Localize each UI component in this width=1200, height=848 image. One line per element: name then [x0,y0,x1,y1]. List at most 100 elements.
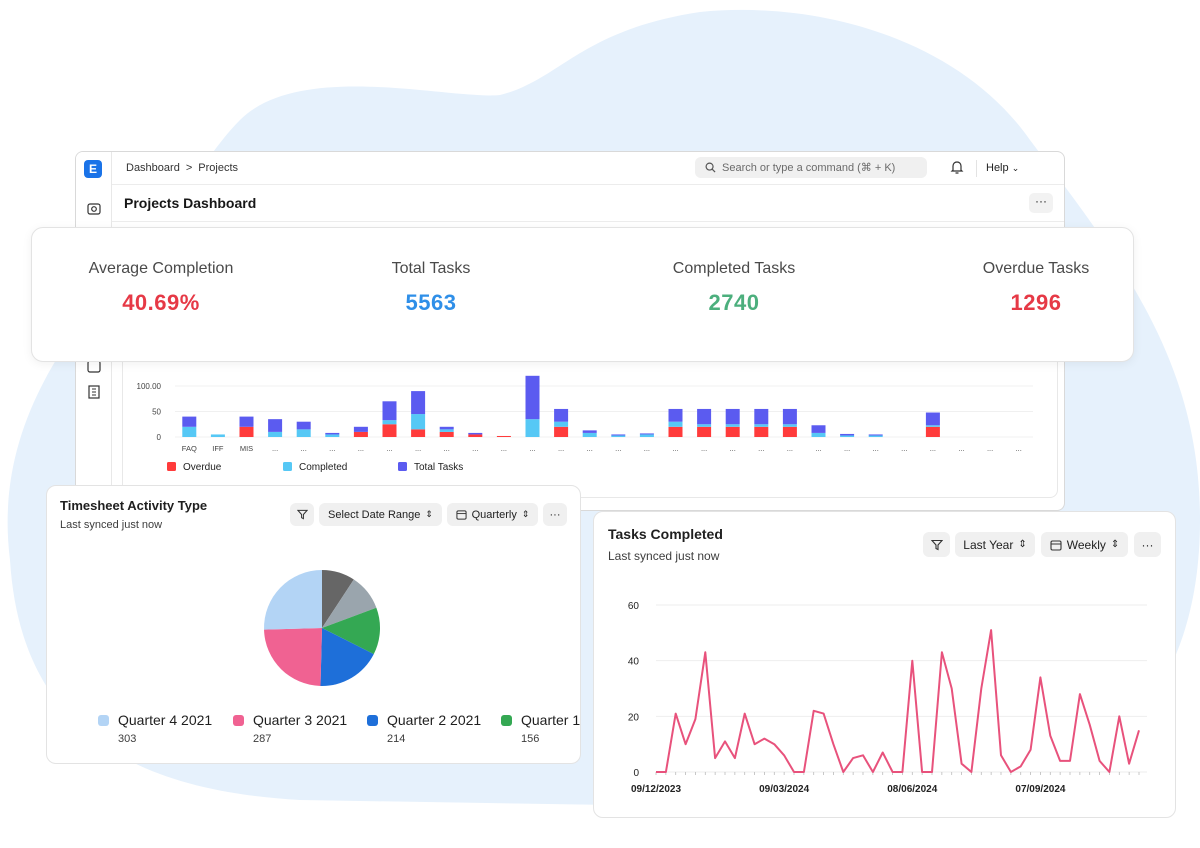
y-tick-label: 0 [157,433,162,442]
x-tick-label: ... [701,444,707,453]
sort-arrows-icon: ⇕ [425,509,433,519]
bar-segment-overdue [239,426,254,437]
page-more-button[interactable]: ··· [1029,193,1053,213]
x-tick-label: ... [615,444,621,453]
legend-swatch [398,462,407,471]
y-tick-label: 50 [152,408,161,417]
bar-segment-overdue [754,426,769,437]
timesheet-more-button[interactable]: ··· [543,503,567,526]
pie-slice [264,628,322,686]
x-tick-label: 07/09/2024 [1015,784,1065,795]
filter-button[interactable] [290,503,314,526]
bar-segment-total-tasks [697,408,712,425]
date-range-select[interactable]: Select Date Range ⇕ [319,503,442,526]
tasks-completed-card: Tasks Completed Last synced just now Las… [593,511,1176,818]
legend-label: Completed [299,462,347,473]
x-tick-label: ... [787,444,793,453]
bar-segment-total-tasks [411,391,426,415]
topbar: Dashboard > Projects Search or type a co… [112,152,1064,185]
chevron-down-icon: ⌄ [1011,163,1020,173]
x-tick-label: 09/12/2023 [631,784,681,795]
bar-segment-completed [210,434,225,437]
calendar-icon [1050,539,1062,551]
legend-swatch [501,715,512,726]
bar-segment-completed [525,419,540,437]
building-icon[interactable] [86,384,102,400]
bar-segment-total-tasks [382,401,397,421]
bar-segment-total-tasks [782,408,797,425]
page-title: Projects Dashboard [124,195,257,211]
bar-segment-overdue [353,431,368,437]
x-tick-label: FAQ [182,444,197,453]
search-placeholder: Search or type a command (⌘ + K) [722,162,896,174]
legend-name: Quarter 3 2021 [253,712,348,728]
bar-segment-total-tasks [639,433,654,435]
period-label: Quarterly [471,508,517,521]
bar-segment-completed [582,432,597,437]
bar-segment-total-tasks [611,434,626,436]
bar-segment-completed [554,421,569,427]
stat-overdue-tasks: Overdue Tasks 1296 [916,260,1156,316]
legend-name: Quarter 1 2021 [521,712,581,728]
x-tick-label: ... [815,444,821,453]
tasks-more-button[interactable]: ··· [1134,532,1161,557]
legend-swatch [233,715,244,726]
stat-label: Total Tasks [391,260,471,277]
x-tick-label: ... [930,444,936,453]
bell-icon[interactable] [949,159,965,175]
x-tick-label: ... [386,444,392,453]
bar-segment-completed [782,424,797,427]
granularity-select[interactable]: Weekly ⇕ [1041,532,1128,557]
stat-value: 2740 [708,290,760,315]
x-tick-label: ... [301,444,307,453]
date-range-label: Select Date Range [328,508,421,521]
bar-segment-total-tasks [725,408,740,425]
bar-segment-total-tasks [182,416,197,427]
legend-swatch [167,462,176,471]
bar-segment-completed [325,434,340,437]
pie-slice [322,607,380,655]
x-tick-label: ... [873,444,879,453]
bar-segment-completed [868,435,883,437]
x-tick-label: ... [444,444,450,453]
x-tick-label: ... [558,444,564,453]
tasks-title: Tasks Completed [608,526,723,542]
breadcrumb-separator: > [185,162,193,174]
bar-segment-overdue [468,434,483,437]
bar-segment-completed [725,424,740,427]
breadcrumb: Dashboard > Projects [126,162,238,174]
title-divider [112,221,1064,222]
calendar-icon [456,510,467,520]
app-logo[interactable]: E [84,160,102,178]
legend-value: 214 [387,733,406,745]
search-input[interactable]: Search or type a command (⌘ + K) [695,157,927,178]
y-tick-label: 20 [628,712,640,723]
bar-segment-completed [611,435,626,437]
timesheet-pie-chart [264,570,380,686]
bar-segment-overdue [725,426,740,437]
y-tick-label: 60 [628,601,640,612]
x-tick-label: ... [730,444,736,453]
projects-icon[interactable] [86,201,102,217]
legend-name: Quarter 4 2021 [118,712,213,728]
x-tick-label: ... [987,444,993,453]
breadcrumb-dashboard[interactable]: Dashboard [126,162,180,174]
bar-segment-total-tasks [239,416,254,427]
topbar-divider [976,160,977,177]
x-tick-label: 08/06/2024 [887,784,937,795]
bar-segment-completed [754,424,769,427]
stats-card: Average Completion 40.69% Total Tasks 55… [31,227,1134,362]
bar-segment-total-tasks [268,419,283,432]
period-select[interactable]: Quarterly ⇕ [447,503,538,526]
bar-segment-total-tasks [325,432,340,435]
filter-button[interactable] [923,532,950,557]
stat-value: 1296 [1010,290,1062,315]
breadcrumb-projects[interactable]: Projects [198,162,239,174]
help-menu[interactable]: Help ⌄ [986,162,1019,174]
y-tick-label: 0 [633,768,639,779]
bar-segment-completed [668,421,683,427]
pie-slice [264,570,322,630]
legend-value: 156 [521,733,540,745]
x-tick-label: ... [958,444,964,453]
period-select[interactable]: Last Year ⇕ [955,532,1035,557]
